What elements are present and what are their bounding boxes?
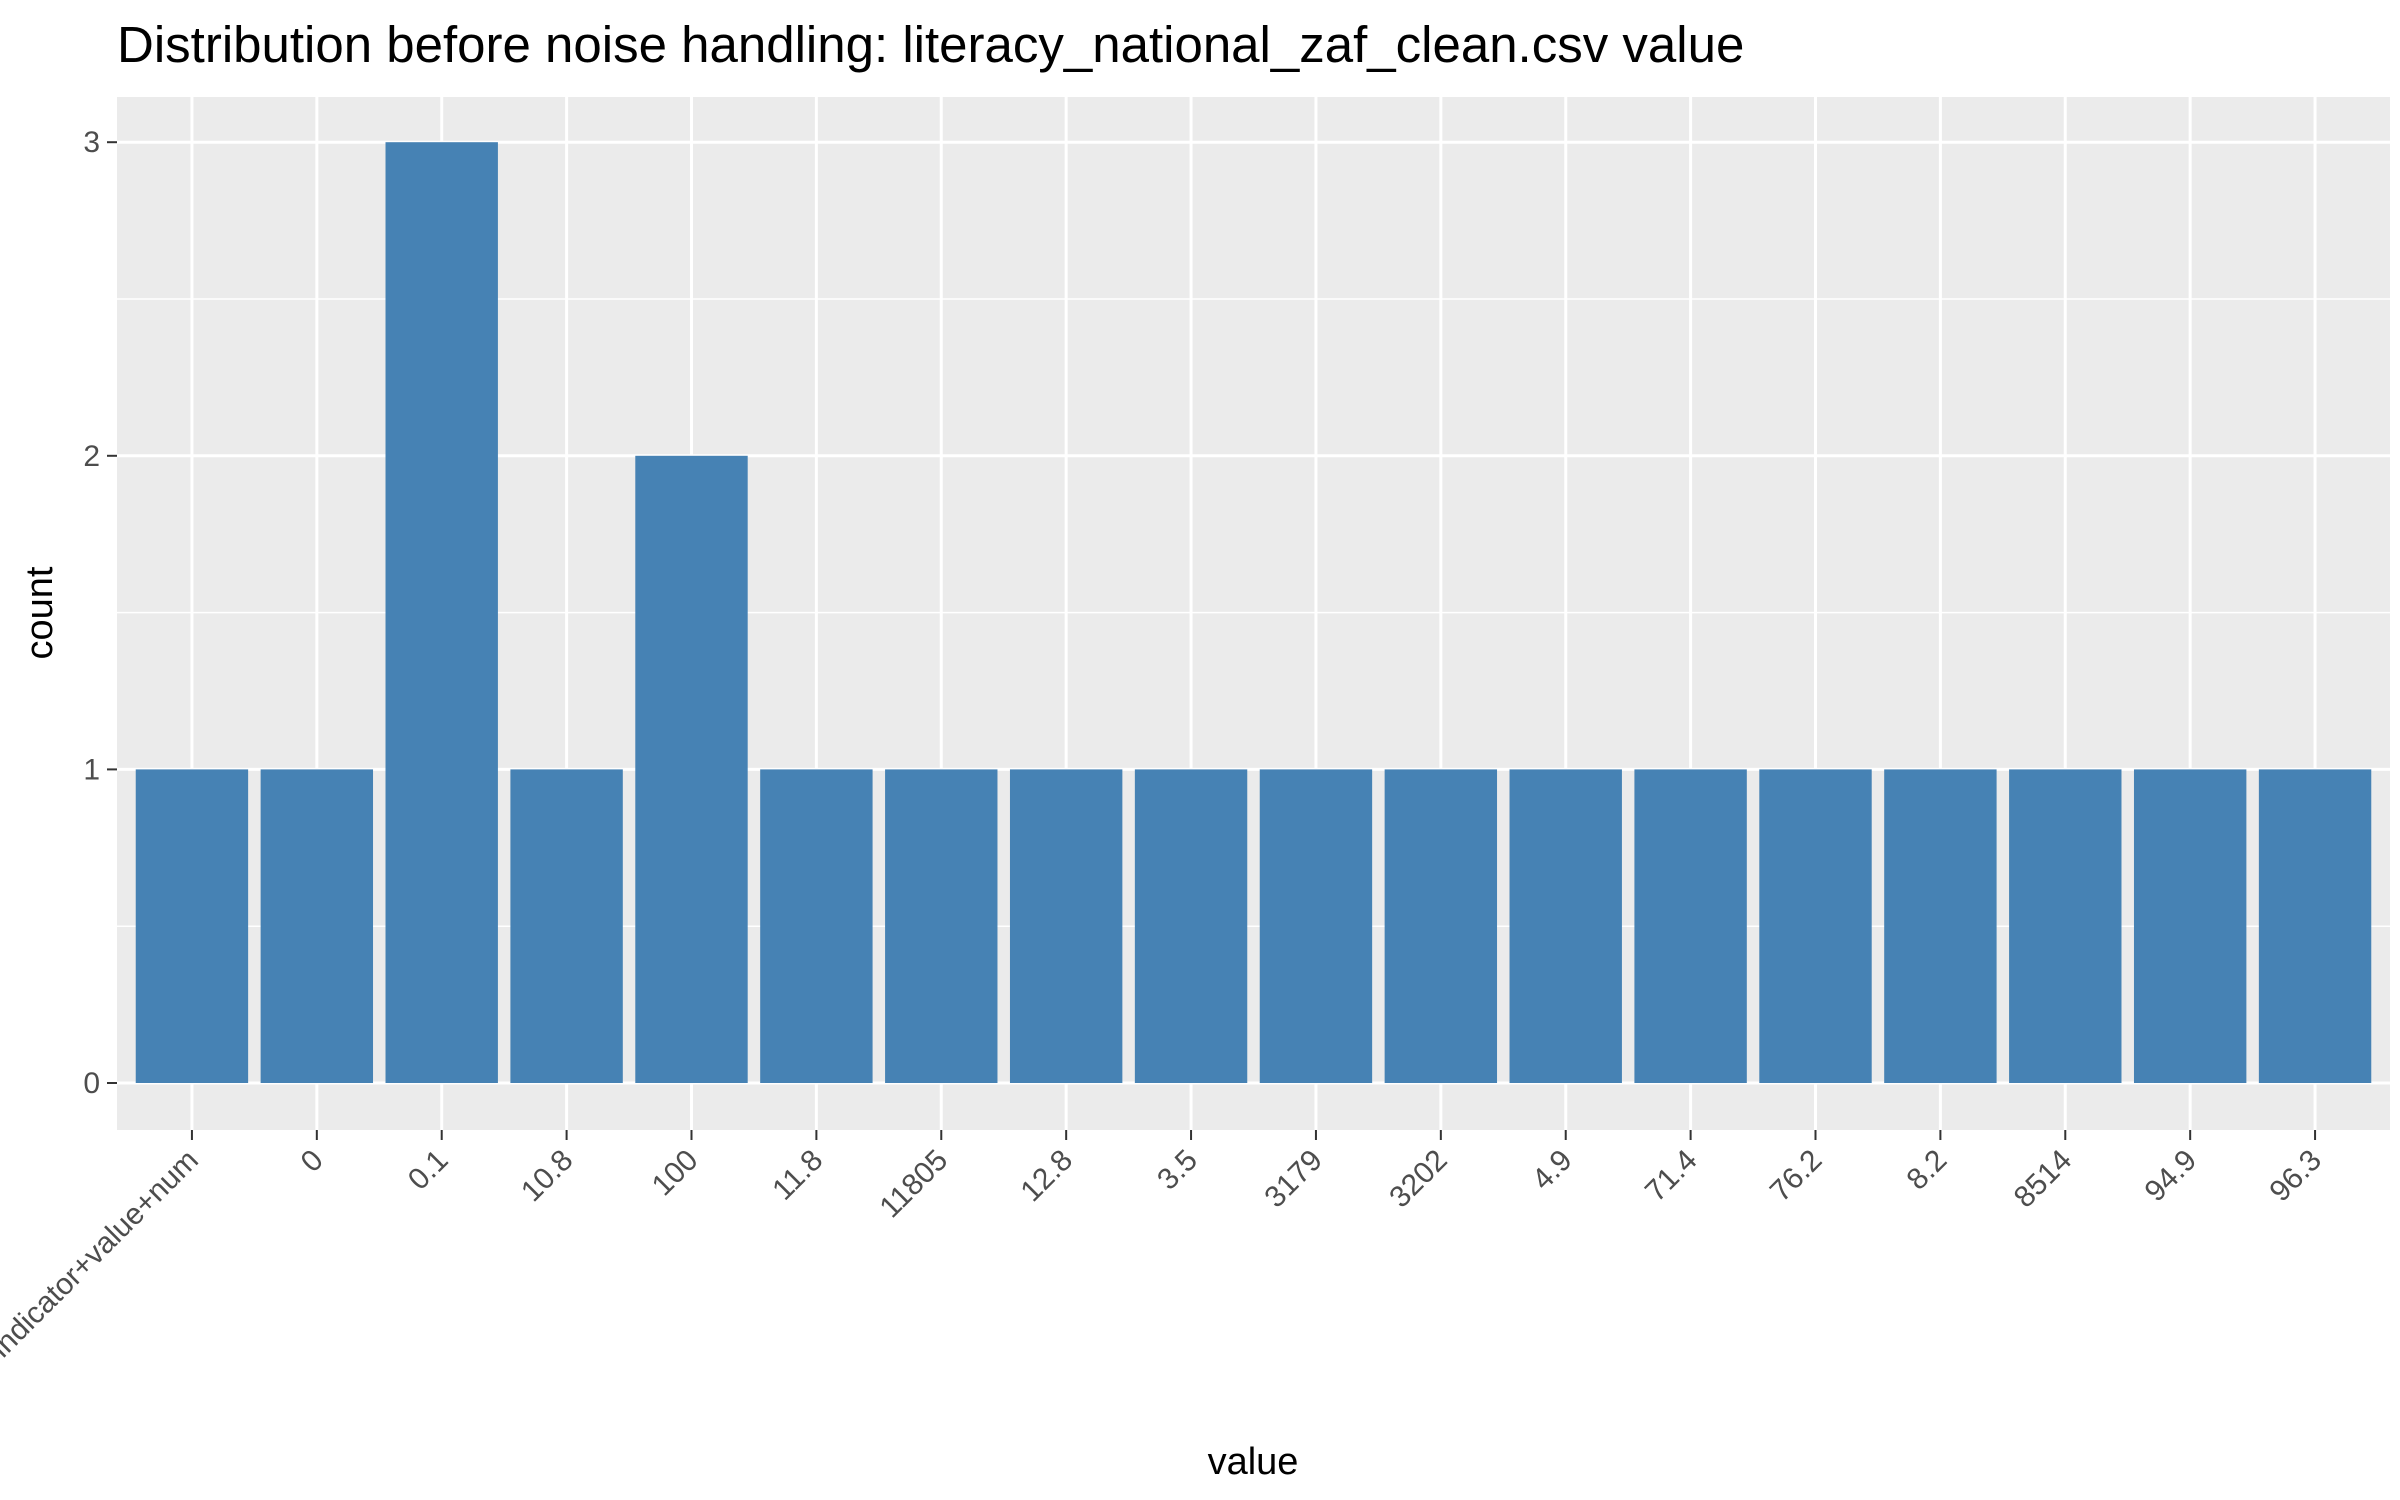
y-axis: 0 1 2 3 [83,126,117,1100]
bar [385,142,498,1083]
bars [135,142,2372,1083]
bar [1759,769,1872,1083]
y-tick-label: 0 [83,1067,100,1100]
bar [2133,769,2247,1083]
bar [1884,769,1997,1083]
x-tick-label: 10.8 [515,1144,580,1209]
bar [2258,769,2372,1083]
x-tick-label: indicator+value+num [0,1144,205,1364]
x-tick-label: 96.3 [2263,1144,2328,1209]
y-tick-label: 1 [83,753,100,786]
x-tick-label: 0 [295,1144,330,1179]
x-tick-label: 0.1 [402,1144,455,1197]
x-tick-label: 8514 [2008,1144,2079,1215]
x-tick-label: 4.9 [1526,1144,1579,1197]
x-tick-label: 11.8 [766,1144,829,1207]
x-tick-label: 8.2 [1901,1144,1954,1197]
bar [2009,769,2122,1083]
x-tick-label: 12.8 [1014,1144,1079,1209]
x-tick-label: 100 [646,1144,705,1203]
bar [1009,769,1123,1083]
x-axis: indicator+value+num 0 0.1 10.8 100 11.8 11805 1… [0,1130,2328,1364]
bar [1634,769,1747,1083]
x-tick-label: 3202 [1383,1144,1454,1215]
x-tick-label: 3179 [1258,1144,1329,1215]
bar [1509,769,1622,1083]
bar [885,769,998,1083]
bar [1134,769,1248,1083]
bar [260,769,374,1083]
bar [1384,769,1498,1083]
y-tick-label: 3 [83,126,100,159]
bar [1259,769,1373,1083]
bar [510,769,623,1083]
bar [135,769,249,1083]
x-tick-label: 94.9 [2139,1144,2204,1209]
x-tick-label: 76.2 [1764,1144,1829,1209]
y-tick-label: 2 [83,440,100,473]
bar [635,455,748,1083]
x-tick-label: 71.4 [1639,1144,1704,1209]
x-axis-title: value [1208,1441,1299,1483]
x-tick-label: 3.5 [1151,1144,1204,1197]
chart-title: Distribution before noise handling: lite… [117,16,1744,73]
y-axis-title: count [19,566,61,659]
x-tick-label: 11805 [873,1144,954,1225]
bar [760,769,873,1083]
